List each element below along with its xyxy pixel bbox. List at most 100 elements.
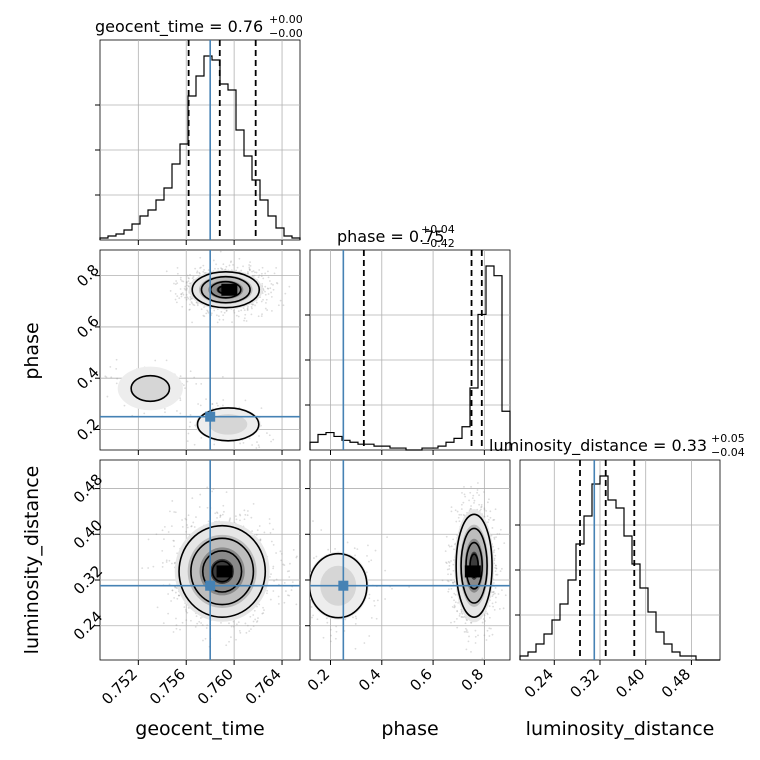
scatter-point (176, 282, 179, 285)
scatter-point (261, 266, 264, 269)
scatter-point (264, 290, 266, 293)
scatter-point (176, 295, 179, 298)
scatter-point (183, 287, 186, 290)
scatter-point (265, 302, 267, 304)
scatter-point (450, 587, 453, 590)
scatter-point (219, 514, 222, 517)
scatter-point (476, 489, 479, 491)
scatter-point (190, 525, 193, 527)
scatter-point (187, 277, 190, 279)
scatter-point (491, 602, 494, 605)
scatter-point (283, 564, 286, 567)
scatter-point (252, 614, 255, 616)
scatter-point (221, 375, 224, 378)
scatter-point (302, 592, 304, 594)
scatter-point (184, 608, 187, 611)
scatter-point (189, 298, 192, 301)
scatter-point (497, 593, 500, 595)
scatter-point (242, 441, 245, 444)
scatter-point (193, 376, 196, 379)
scatter-point (264, 285, 267, 288)
scatter-point (250, 313, 253, 316)
scatter-point (448, 564, 451, 567)
scatter-point (196, 622, 199, 625)
scatter-point (239, 631, 242, 634)
scatter-point (143, 412, 146, 415)
scatter-point (186, 296, 189, 299)
scatter-point (252, 270, 255, 272)
scatter-point (246, 308, 249, 311)
y-tick-label-phase-0: 0.2 (73, 415, 103, 445)
y-tick-label-phase-3: 0.8 (73, 261, 103, 291)
scatter-point (220, 622, 222, 624)
scatter-point (163, 525, 166, 528)
scatter-point (147, 538, 150, 541)
scatter-point (464, 622, 467, 625)
scatter-point (250, 663, 252, 665)
scatter-point (237, 310, 240, 313)
title-0-main: geocent_time = 0.76 (95, 17, 263, 37)
scatter-point (270, 573, 272, 576)
scatter-point (258, 269, 261, 271)
scatter-point (244, 513, 247, 516)
scatter-point (462, 501, 465, 504)
scatter-point (225, 644, 228, 647)
scatter-point (272, 288, 275, 291)
scatter-point (491, 527, 494, 529)
scatter-point (464, 495, 467, 498)
scatter-point (182, 280, 185, 283)
scatter-point (179, 276, 182, 279)
histogram-step-geocent_time (99, 55, 301, 240)
scatter-point (266, 287, 269, 290)
scatter-point (465, 648, 468, 651)
scatter-point (265, 298, 268, 301)
scatter-point (202, 314, 205, 317)
scatter-point (184, 387, 186, 390)
scatter-point (356, 548, 359, 551)
scatter-point (242, 307, 245, 310)
scatter-point (185, 619, 188, 622)
density-peak-0 (216, 565, 233, 578)
scatter-point (191, 277, 194, 280)
scatter-point (222, 318, 225, 321)
scatter-point (488, 498, 490, 501)
scatter-point (177, 594, 180, 597)
scatter-point (200, 622, 203, 624)
scatter-point (447, 573, 449, 576)
scatter-point (368, 593, 371, 596)
scatter-point (248, 264, 251, 266)
scatter-point (179, 278, 182, 281)
contour-0-0 (191, 270, 261, 309)
scatter-point (249, 269, 251, 271)
y-tick-label-phase-2: 0.6 (73, 312, 103, 342)
scatter-point (287, 594, 289, 597)
scatter-point (185, 298, 188, 301)
scatter-point (190, 301, 193, 303)
scatter-point (270, 295, 273, 298)
scatter-point (257, 617, 259, 619)
scatter-point (252, 502, 255, 505)
scatter-point (168, 559, 171, 562)
scatter-point (376, 599, 379, 602)
scatter-point (454, 601, 457, 604)
scatter-point (456, 510, 459, 513)
scatter-point (460, 611, 463, 614)
scatter-point (186, 611, 189, 614)
scatter-point (190, 297, 192, 300)
truth-marker-2 (338, 580, 349, 591)
scatter-point (470, 505, 472, 507)
scatter-point (239, 514, 242, 517)
scatter-point (201, 624, 204, 627)
scatter-point (106, 395, 109, 398)
scatter-point (212, 259, 215, 262)
scatter-point (370, 559, 373, 562)
scatter-point (235, 623, 238, 626)
scatter-point (466, 619, 469, 622)
scatter-point (171, 589, 174, 592)
scatter-point (461, 491, 463, 494)
scatter-point (176, 410, 178, 412)
scatter-point (172, 631, 175, 633)
scatter-point (203, 269, 206, 271)
scatter-point (184, 296, 186, 299)
